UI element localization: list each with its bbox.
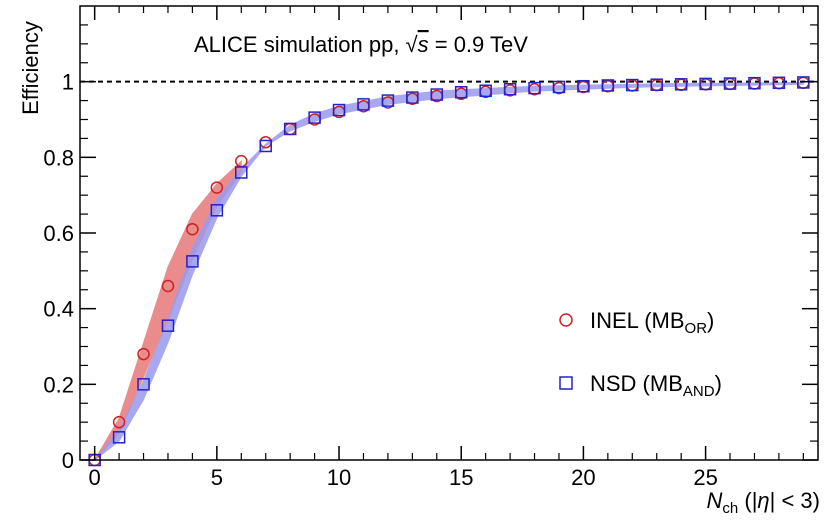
legend-inel-label: INEL (MBOR) (590, 308, 714, 337)
legend: INEL (MBOR) NSD (MBAND) (559, 308, 722, 400)
point-inel (161, 279, 175, 293)
point-nsd (772, 76, 786, 90)
point-nsd (577, 79, 590, 93)
annotation-text: ALICE simulation pp, √s = 0.9 TeV (194, 32, 528, 57)
point-inel (210, 181, 224, 194)
point-nsd (601, 79, 615, 92)
point-nsd (332, 103, 346, 117)
point-nsd (259, 139, 272, 153)
point-nsd (112, 431, 126, 444)
x-tick-label: 5 (211, 465, 223, 490)
legend-inel-marker (559, 313, 573, 327)
x-tick-label: 0 (89, 465, 101, 490)
point-nsd (797, 76, 810, 89)
systematic-bands (94, 81, 804, 461)
point-nsd (626, 78, 639, 92)
legend-nsd-marker (559, 376, 573, 390)
point-nsd (161, 319, 175, 332)
y-tick-label: 0.4 (43, 297, 74, 322)
y-tick-label: 0.6 (43, 221, 74, 246)
point-nsd (479, 84, 492, 97)
point-nsd (650, 78, 663, 91)
y-tick-label: 0 (62, 448, 74, 473)
point-nsd (503, 82, 517, 96)
x-tick-label: 10 (327, 465, 351, 490)
point-nsd (381, 94, 395, 107)
point-nsd (552, 80, 566, 94)
point-nsd (454, 86, 468, 99)
point-nsd (748, 76, 761, 90)
y-tick-label: 0.2 (43, 372, 74, 397)
point-nsd (699, 77, 712, 91)
x-tick-label: 20 (571, 465, 595, 490)
point-inel (137, 347, 150, 361)
band-nsd (94, 81, 804, 461)
point-nsd (137, 378, 150, 391)
point-nsd (406, 91, 419, 104)
point-nsd (186, 255, 199, 268)
point-nsd (210, 204, 224, 217)
point-inel (112, 415, 126, 429)
point-nsd (528, 81, 541, 95)
axis-ticks (80, 6, 818, 461)
x-tick-label: 25 (693, 465, 717, 490)
y-tick-label: 0.8 (43, 145, 74, 170)
point-nsd (283, 122, 297, 136)
tick-labels: 0 5 10 15 20 25 0 0.2 0.4 0.6 0.8 1 (43, 70, 717, 490)
point-nsd (235, 166, 248, 179)
data-markers (88, 76, 810, 467)
point-nsd (308, 111, 321, 124)
point-nsd (357, 98, 370, 111)
point-nsd (430, 88, 444, 101)
y-tick-label: 1 (62, 70, 74, 95)
x-tick-label: 15 (449, 465, 473, 490)
legend-nsd-label: NSD (MBAND) (590, 371, 722, 400)
x-axis-title: Nch (|η| < 3) (707, 488, 820, 517)
point-inel (186, 222, 199, 236)
y-axis-title: Efficiency (18, 21, 43, 115)
point-nsd (674, 78, 688, 91)
point-nsd (723, 77, 737, 90)
